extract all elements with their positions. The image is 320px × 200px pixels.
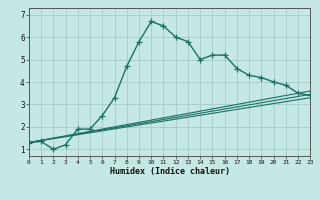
X-axis label: Humidex (Indice chaleur): Humidex (Indice chaleur) — [109, 167, 229, 176]
